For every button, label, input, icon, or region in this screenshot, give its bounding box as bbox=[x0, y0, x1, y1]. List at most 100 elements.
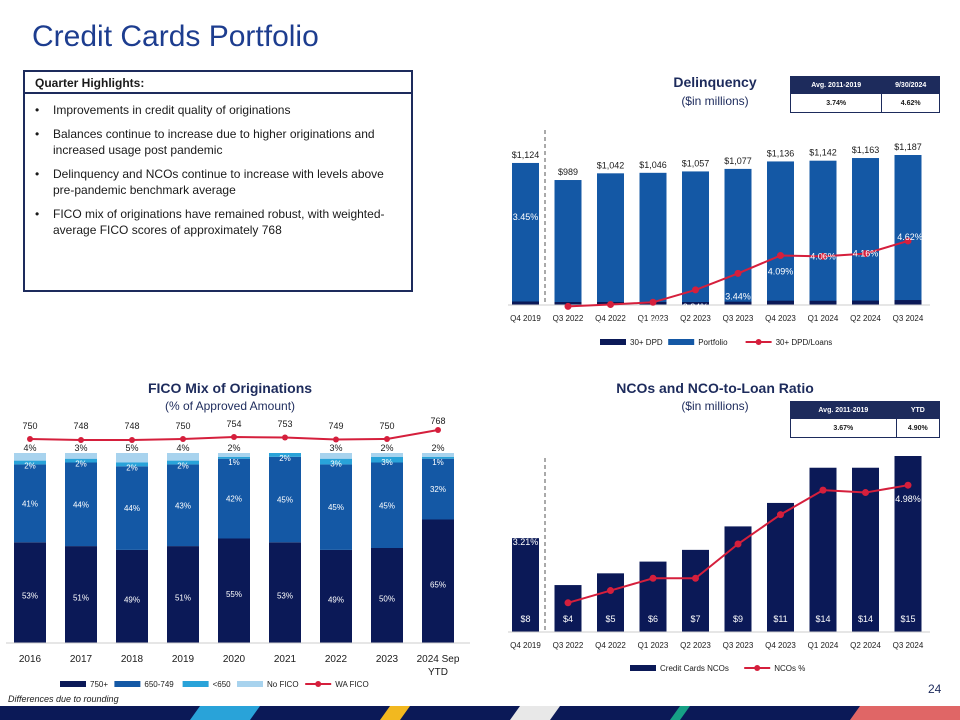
legend-label: 650-749 bbox=[144, 680, 174, 689]
wa-fico-label: 750 bbox=[22, 421, 37, 431]
wa-fico-point bbox=[180, 436, 186, 442]
ratio-label: 4.16% bbox=[853, 249, 879, 259]
fico-low-segment bbox=[167, 460, 199, 465]
segment-label: 3% bbox=[74, 443, 87, 453]
fico-low-segment bbox=[65, 458, 97, 463]
segment-label: 2% bbox=[24, 462, 36, 471]
x-tick-label: Q3 2023 bbox=[723, 641, 754, 650]
fico-none-segment bbox=[116, 453, 148, 463]
x-tick-label: Q2 2024 bbox=[850, 314, 881, 323]
legend-label: 750+ bbox=[90, 680, 108, 689]
x-tick-label: 2019 bbox=[172, 654, 195, 665]
bar-value-label: $1,187 bbox=[894, 142, 922, 152]
ratio-label: 3.45% bbox=[513, 212, 539, 222]
fico-750-segment bbox=[371, 548, 403, 643]
segment-label: 53% bbox=[22, 592, 38, 601]
x-tick-label: Q4 2019 bbox=[510, 641, 541, 650]
segment-label: 2% bbox=[227, 443, 240, 453]
x-tick-label: YTD bbox=[428, 667, 448, 678]
wa-fico-label: 749 bbox=[328, 421, 343, 431]
bar-value-label: $9 bbox=[733, 614, 743, 624]
bar-value-label: $4 bbox=[563, 614, 573, 624]
fico-650-segment bbox=[320, 464, 352, 550]
x-tick-label: 2017 bbox=[70, 654, 93, 665]
table-header: 9/30/2024 bbox=[881, 76, 940, 94]
delinquency-benchmark-table: Avg. 2011-2019 9/30/2024 3.74% 4.62% bbox=[789, 76, 940, 113]
fico-650-segment bbox=[65, 462, 97, 547]
segment-label: 2% bbox=[126, 464, 138, 473]
legend-swatch bbox=[600, 339, 626, 345]
portfolio-bar bbox=[597, 173, 624, 305]
ratio-label: 4.09% bbox=[768, 267, 794, 277]
fico-750-segment bbox=[116, 549, 148, 643]
segment-label: 50% bbox=[379, 595, 395, 604]
nco-bar bbox=[512, 538, 539, 632]
bar-value-label: $14 bbox=[858, 614, 873, 624]
ratio-point bbox=[777, 252, 784, 260]
wa-fico-point bbox=[231, 434, 237, 440]
x-tick-label: Q2 2024 bbox=[850, 641, 881, 650]
fico-none-segment bbox=[14, 453, 46, 461]
segment-label: 5% bbox=[125, 443, 138, 453]
segment-label: 1% bbox=[432, 458, 444, 467]
highlights-heading: Quarter Highlights: bbox=[35, 76, 145, 90]
fico-750-segment bbox=[14, 542, 46, 643]
bar-value-label: $1,142 bbox=[809, 148, 837, 158]
ratio-label: 2.31% bbox=[598, 319, 624, 329]
portfolio-bar bbox=[894, 155, 922, 305]
segment-label: 2% bbox=[177, 462, 189, 471]
fico-750-segment bbox=[422, 519, 454, 643]
ratio-point bbox=[904, 237, 912, 245]
fico-750-segment bbox=[218, 538, 250, 643]
ratio-label: 4.62% bbox=[897, 232, 923, 242]
segment-label: 49% bbox=[328, 595, 344, 604]
nco-chart-subtitle: ($in millions) bbox=[681, 399, 749, 413]
x-tick-label: 2016 bbox=[19, 654, 42, 665]
fico-650-segment bbox=[269, 456, 301, 543]
ratio-label: 3.44% bbox=[725, 291, 751, 301]
fico-none-segment bbox=[320, 453, 352, 459]
wa-fico-point bbox=[129, 437, 135, 443]
bar-value-label: $1,057 bbox=[682, 158, 710, 168]
x-tick-label: Q3 2023 bbox=[723, 314, 754, 323]
ratio-point bbox=[819, 252, 827, 260]
highlights-divider bbox=[25, 92, 411, 94]
wa-fico-point bbox=[282, 434, 288, 441]
segment-label: 45% bbox=[277, 496, 293, 505]
portfolio-bar bbox=[852, 158, 879, 305]
portfolio-bar bbox=[554, 180, 582, 305]
portfolio-bar bbox=[809, 160, 837, 305]
dpd-bar bbox=[724, 301, 752, 305]
legend-label: 30+ DPD bbox=[630, 338, 663, 347]
x-tick-label: Q3 2022 bbox=[553, 314, 584, 323]
bar-value-label: $1,077 bbox=[724, 156, 752, 166]
fico-750-segment bbox=[65, 546, 97, 643]
dpd-bar bbox=[894, 300, 922, 305]
bar-value-label: $14 bbox=[815, 614, 830, 624]
fico-650-segment bbox=[116, 466, 148, 550]
x-tick-label: Q1 2023 bbox=[638, 641, 669, 650]
x-tick-label: 2018 bbox=[121, 654, 144, 665]
legend-swatch bbox=[182, 681, 209, 687]
x-tick-label: 2020 bbox=[223, 654, 246, 665]
nco-benchmark-table: Avg. 2011-2019 YTD 3.67% 4.90% bbox=[790, 401, 941, 438]
highlights-list: Improvements in credit quality of origin… bbox=[35, 102, 395, 246]
segment-label: 55% bbox=[226, 590, 242, 599]
nco-ratio-point bbox=[564, 599, 572, 607]
x-tick-label: 2023 bbox=[376, 654, 399, 665]
nco-ratio-label: 4.98% bbox=[895, 494, 921, 504]
highlight-item: Improvements in credit quality of origin… bbox=[35, 102, 395, 118]
ratio-point bbox=[862, 250, 869, 258]
x-tick-label: Q3 2024 bbox=[893, 641, 924, 650]
legend-label: Portfolio bbox=[698, 338, 728, 347]
legend-swatch bbox=[630, 665, 656, 671]
legend-label: 30+ DPD/Loans bbox=[776, 338, 833, 347]
page-title: Credit Cards Portfolio bbox=[32, 20, 319, 53]
legend-label: WA FICO bbox=[335, 680, 368, 689]
x-tick-label: Q4 2023 bbox=[765, 314, 796, 323]
legend-swatch bbox=[114, 681, 141, 687]
wa-fico-label: 750 bbox=[379, 421, 394, 431]
fico-none-segment bbox=[371, 453, 403, 457]
legend-label: NCOs % bbox=[774, 664, 805, 673]
wa-fico-label: 768 bbox=[430, 416, 445, 426]
